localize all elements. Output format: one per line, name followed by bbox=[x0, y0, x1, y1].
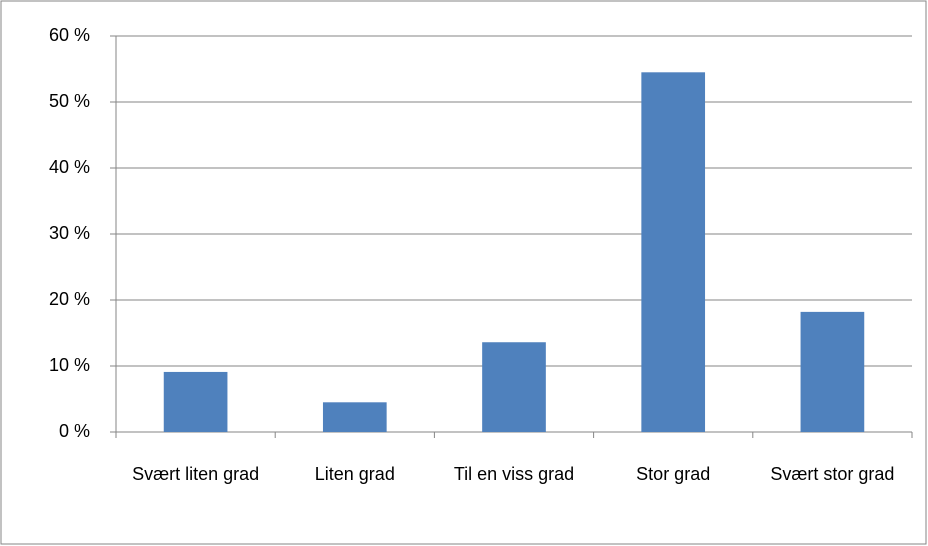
y-tick-label: 60 % bbox=[49, 25, 90, 45]
y-tick-label: 50 % bbox=[49, 91, 90, 111]
y-tick-label: 40 % bbox=[49, 157, 90, 177]
x-tick-label: Liten grad bbox=[315, 464, 395, 484]
x-tick-label: Til en viss grad bbox=[454, 464, 574, 484]
bar bbox=[482, 342, 546, 432]
x-tick-label: Svært stor grad bbox=[770, 464, 894, 484]
x-tick-label: Svært liten grad bbox=[132, 464, 259, 484]
y-tick-label: 30 % bbox=[49, 223, 90, 243]
bar bbox=[163, 371, 228, 432]
bar bbox=[641, 72, 706, 433]
bar bbox=[322, 402, 387, 432]
y-tick-label: 0 % bbox=[59, 421, 90, 441]
y-tick-label: 10 % bbox=[49, 355, 90, 375]
bar bbox=[800, 311, 865, 432]
x-tick-label: Stor grad bbox=[636, 464, 710, 484]
y-tick-label: 20 % bbox=[49, 289, 90, 309]
